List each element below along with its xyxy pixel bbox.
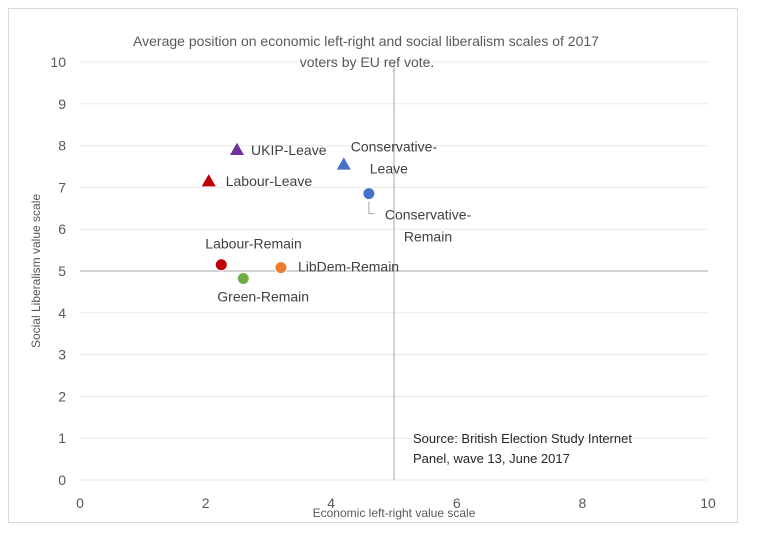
point-ukip-leave: [230, 142, 244, 156]
x-tick-label: 8: [579, 495, 587, 511]
x-tick-label: 0: [76, 495, 84, 511]
point-labour-leave: [201, 174, 216, 187]
label-conservative-leave: Conservative-Leave: [351, 138, 438, 176]
x-tick-label: 4: [327, 495, 335, 511]
y-tick-label: 3: [58, 347, 66, 363]
point-green-remain: [236, 272, 250, 286]
reference-lines: [80, 62, 708, 480]
x-tick-label: 10: [700, 495, 716, 511]
point-libdem-remain: [274, 261, 288, 275]
label-libdem-remain: LibDem-Remain: [298, 259, 399, 275]
chart-title: Average position on economic left-right …: [133, 33, 599, 70]
y-tick-label: 7: [58, 179, 66, 195]
data-points: [201, 142, 376, 286]
y-axis-title: Social Liberalism value scale: [29, 194, 43, 348]
point-conservative-leave: [336, 157, 351, 170]
x-tick-labels: 0 2 4 6 8 10: [76, 495, 716, 511]
label-conservative-remain: Conservative-Remain: [385, 207, 472, 245]
chart-frame: [8, 8, 738, 523]
label-labour-leave: Labour-Leave: [226, 173, 313, 189]
source-annotation: Source: British Election Study Internet P…: [413, 431, 632, 466]
label-ukip-leave: UKIP-Leave: [251, 142, 327, 158]
point-labour-remain: [214, 258, 228, 272]
y-tick-label: 8: [58, 138, 66, 154]
x-tick-label: 6: [453, 495, 461, 511]
y-tick-label: 10: [50, 54, 66, 70]
label-labour-remain: Labour-Remain: [205, 236, 301, 252]
y-tick-label: 1: [58, 430, 66, 446]
leader-line: [368, 201, 374, 215]
y-tick-label: 5: [58, 263, 66, 279]
label-green-remain: Green-Remain: [217, 289, 309, 305]
y-tick-label: 4: [58, 305, 66, 321]
y-tick-label: 2: [58, 388, 66, 404]
y-tick-label: 9: [58, 96, 66, 112]
y-tick-label: 0: [58, 472, 66, 488]
point-conservative-remain: [362, 187, 376, 201]
y-tick-label: 6: [58, 221, 66, 237]
x-tick-label: 2: [202, 495, 210, 511]
y-tick-labels: 0 1 2 3 4 5 6 7 8 9 10: [50, 54, 66, 488]
point-labels: UKIP-Leave Labour-Leave Conservative-Leave…: [205, 138, 471, 304]
x-axis-title: Economic left-right value scale: [313, 506, 476, 520]
